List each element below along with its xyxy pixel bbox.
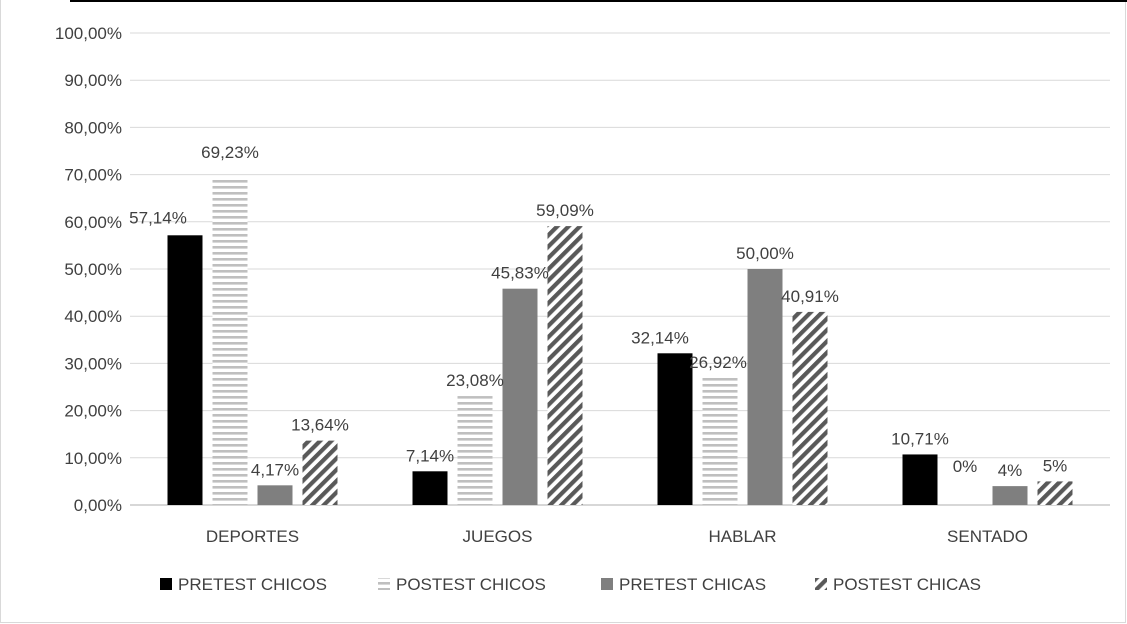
- bar: [657, 353, 693, 505]
- legend-label: POSTEST CHICOS: [396, 575, 546, 594]
- bar: [257, 485, 293, 505]
- y-tick-label: 40,00%: [64, 307, 122, 326]
- y-tick-label: 30,00%: [64, 354, 122, 373]
- bar: [902, 454, 938, 505]
- bar: [167, 235, 203, 505]
- bars: [167, 178, 1073, 505]
- x-category-label: JUEGOS: [463, 527, 533, 546]
- data-label: 4%: [998, 461, 1023, 480]
- bar: [412, 471, 448, 505]
- y-tick-label: 20,00%: [64, 402, 122, 421]
- legend-swatch: [815, 578, 827, 590]
- legend: PRETEST CHICOS POSTEST CHICOS PRETEST CHIC…: [160, 575, 981, 594]
- legend-label: PRETEST CHICOS: [178, 575, 327, 594]
- data-label: 50,00%: [736, 244, 794, 263]
- data-label: 40,91%: [781, 287, 839, 306]
- bar: [992, 486, 1028, 505]
- bar: [457, 396, 493, 505]
- y-tick-label: 50,00%: [64, 260, 122, 279]
- legend-swatch: [378, 578, 390, 590]
- data-label: 32,14%: [631, 328, 689, 347]
- y-tick-label: 100,00%: [55, 24, 122, 43]
- data-label: 57,14%: [129, 208, 187, 227]
- data-label: 7,14%: [406, 446, 454, 465]
- x-category-label: DEPORTES: [206, 527, 299, 546]
- y-tick-label: 0,00%: [74, 496, 122, 515]
- data-label: 4,17%: [251, 460, 299, 479]
- bar: [747, 269, 783, 505]
- legend-swatch: [601, 578, 613, 590]
- x-axis-category-labels: DEPORTES JUEGOS HABLAR SENTADO: [206, 527, 1028, 546]
- bar: [212, 178, 248, 505]
- top-border-line: [70, 0, 1127, 2]
- data-label: 13,64%: [291, 416, 349, 435]
- bar: [702, 377, 738, 505]
- y-tick-label: 70,00%: [64, 166, 122, 185]
- y-tick-label: 60,00%: [64, 213, 122, 232]
- gridlines: [130, 32, 1110, 506]
- bar: [1037, 481, 1073, 505]
- legend-label: PRETEST CHICAS: [619, 575, 766, 594]
- bar: [302, 440, 338, 505]
- data-label: 69,23%: [201, 143, 259, 162]
- x-category-label: SENTADO: [947, 527, 1028, 546]
- data-labels: 57,14% 69,23% 4,17% 13,64% 7,14% 23,08% 45,83%…: [129, 143, 1067, 480]
- bar: [792, 311, 828, 505]
- y-tick-label: 80,00%: [64, 118, 122, 137]
- data-label: 5%: [1043, 456, 1068, 475]
- data-label: 59,09%: [536, 201, 594, 220]
- bar: [547, 226, 583, 505]
- legend-swatch: [160, 578, 172, 590]
- x-category-label: HABLAR: [708, 527, 776, 546]
- y-tick-label: 10,00%: [64, 449, 122, 468]
- y-axis-tick-labels: 0,00% 10,00% 20,00% 30,00% 40,00% 50,00% 60,00…: [55, 24, 122, 515]
- bar: [502, 288, 538, 505]
- data-label: 26,92%: [689, 353, 747, 372]
- data-label: 23,08%: [446, 371, 504, 390]
- data-label: 45,83%: [491, 264, 549, 283]
- data-label: 0%: [953, 457, 978, 476]
- y-tick-label: 90,00%: [64, 71, 122, 90]
- data-label: 10,71%: [891, 429, 949, 448]
- legend-label: POSTEST CHICAS: [833, 575, 981, 594]
